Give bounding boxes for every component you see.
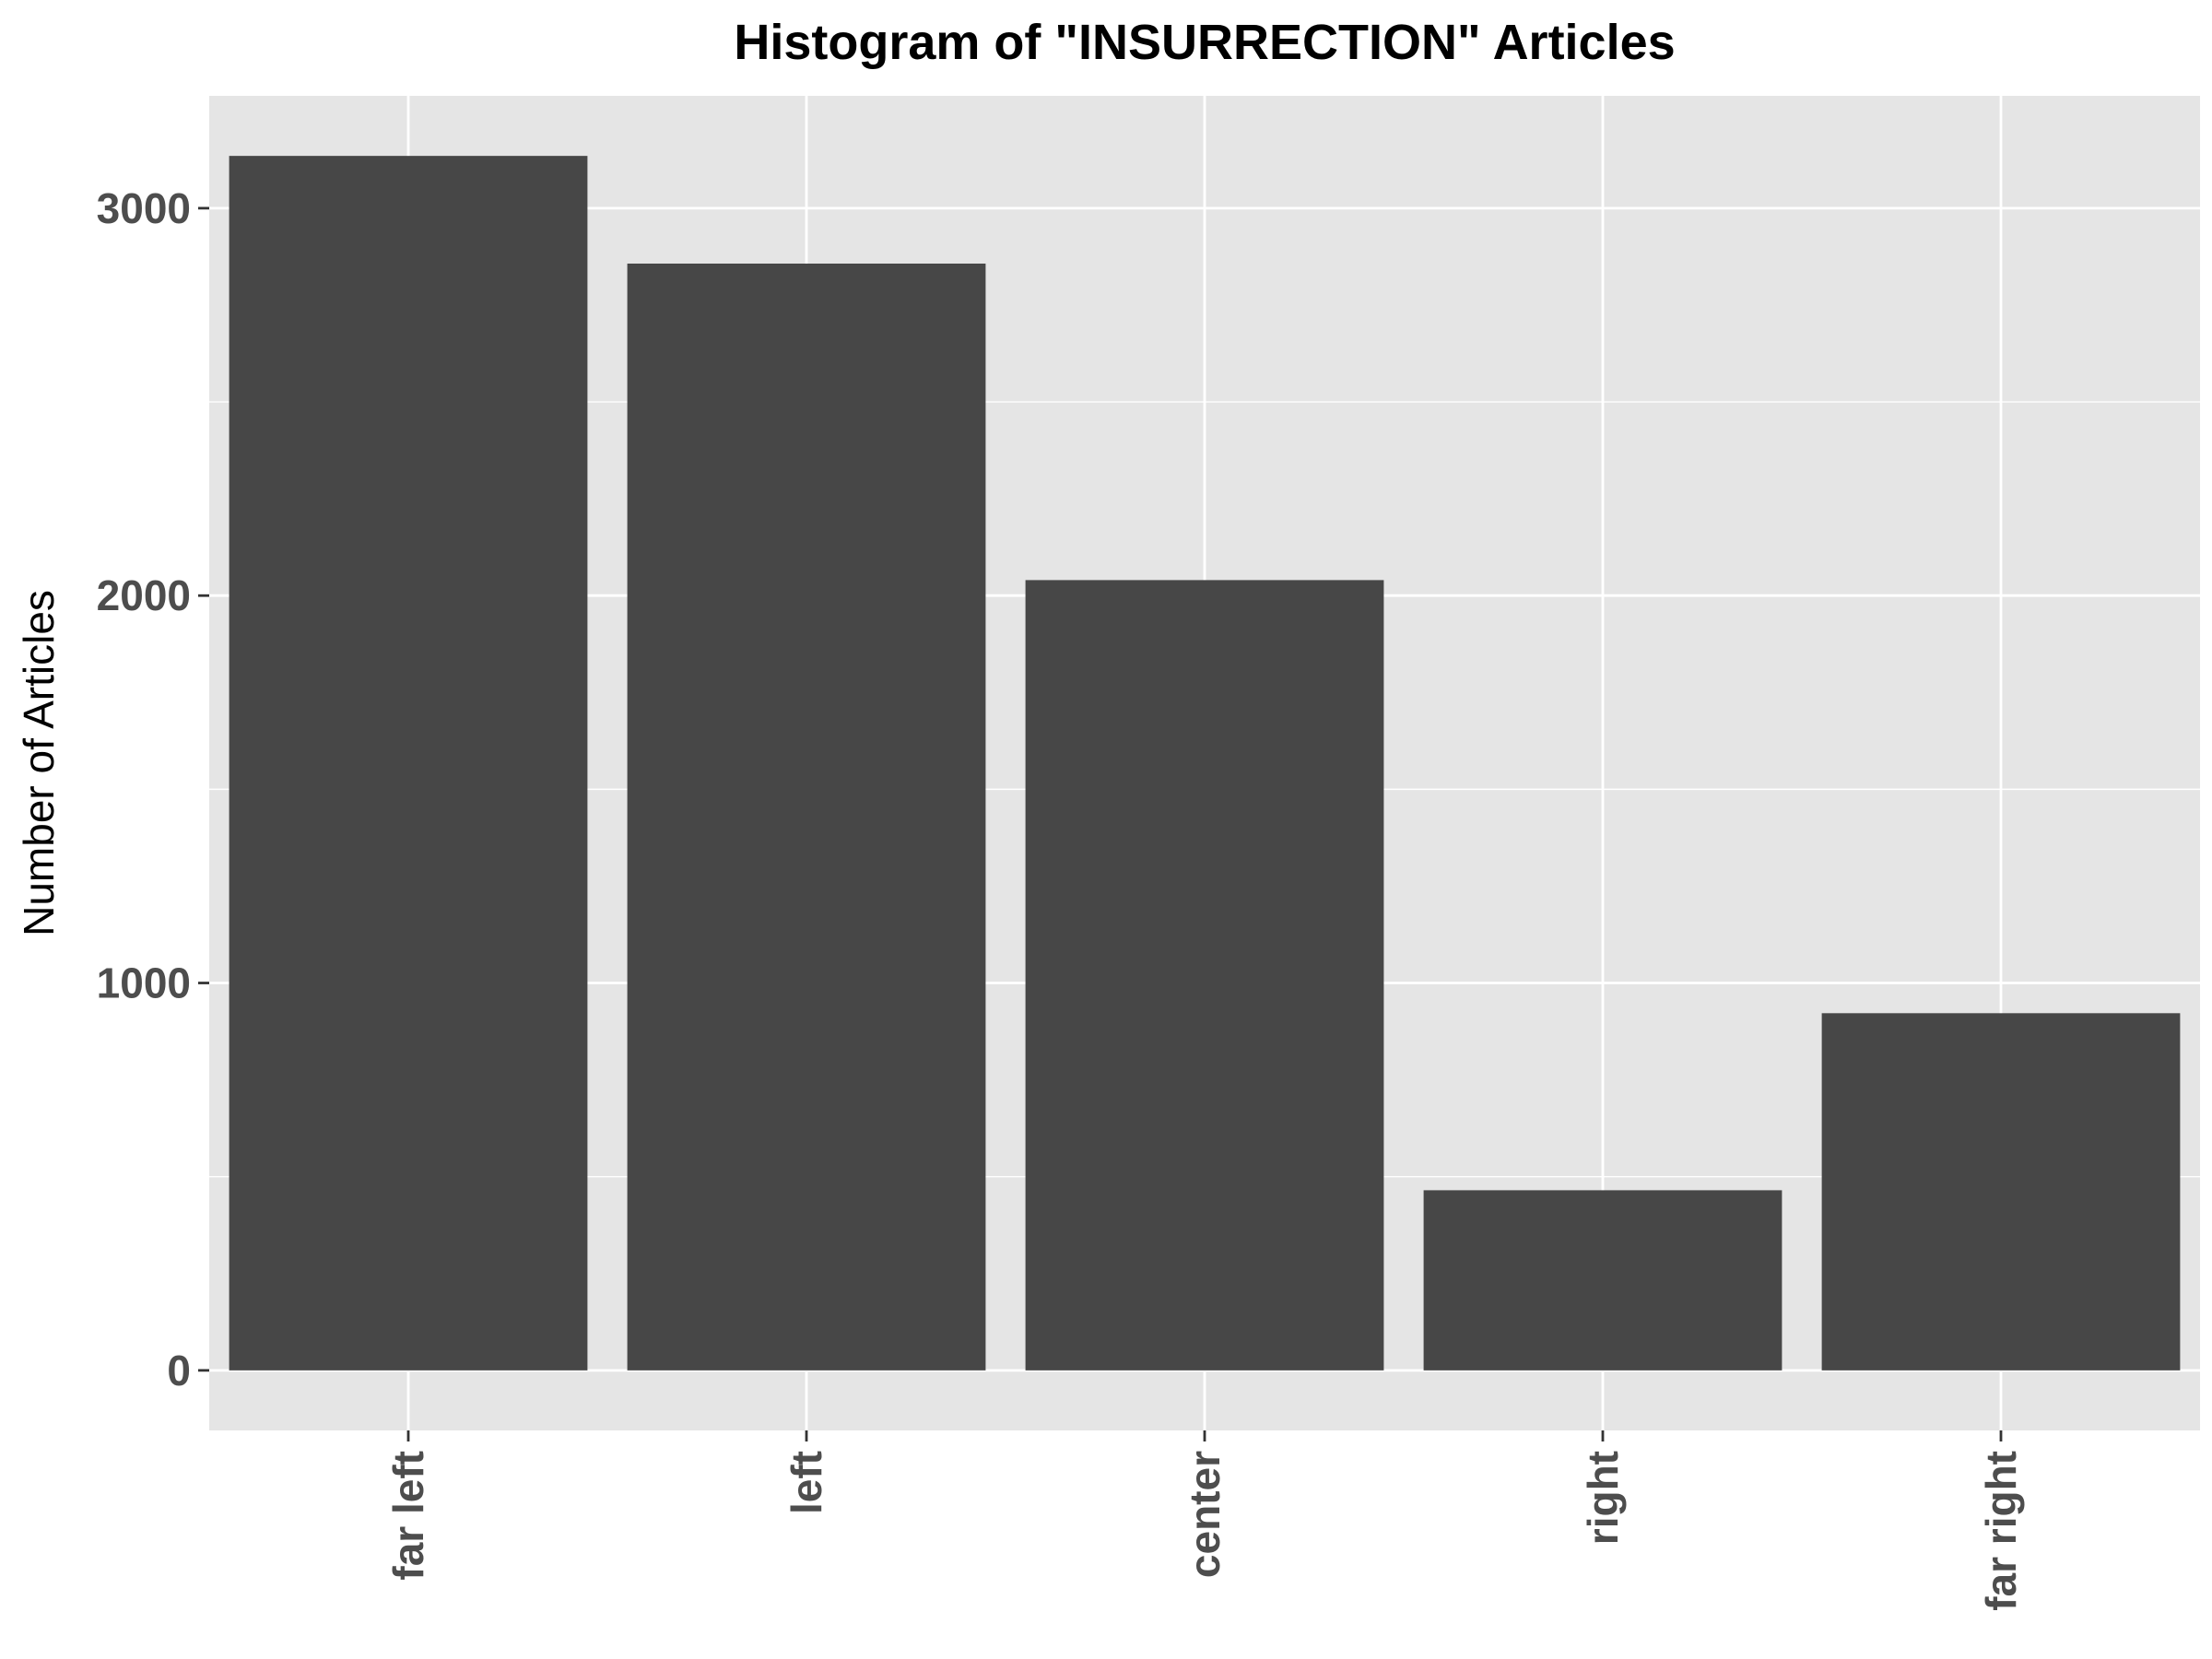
x-axis-ticks: far left left center right far right <box>384 1430 2025 1611</box>
bars <box>229 156 2181 1371</box>
bar-far-left <box>229 156 588 1371</box>
y-tick-label: 0 <box>167 1347 191 1394</box>
x-tick-label: left <box>782 1451 830 1514</box>
y-tick-label: 2000 <box>97 571 191 619</box>
bar-right <box>1423 1190 1783 1371</box>
bar-left <box>627 263 986 1371</box>
y-axis-ticks: 0 1000 2000 3000 <box>97 184 209 1394</box>
bar-far-right <box>1821 1013 2181 1371</box>
y-tick-label: 1000 <box>97 959 191 1007</box>
x-tick-label: far right <box>1977 1451 2025 1611</box>
x-tick-label: center <box>1181 1451 1229 1578</box>
chart-title: Histogram of "INSURRECTION" Articles <box>734 15 1675 70</box>
y-tick-label: 3000 <box>97 184 191 232</box>
bar-center <box>1025 580 1384 1371</box>
x-tick-label: far left <box>384 1451 432 1581</box>
x-tick-label: right <box>1579 1451 1627 1545</box>
y-axis-label: Number of Articles <box>15 590 63 936</box>
